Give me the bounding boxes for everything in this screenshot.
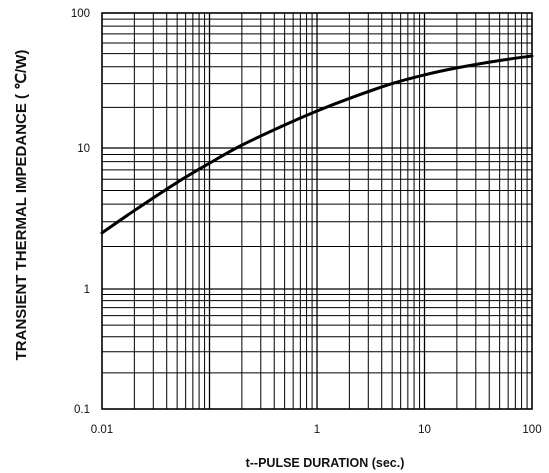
x-tick-label: 1 <box>314 424 320 436</box>
x-tick-labels: 0.01 1 10 100 <box>91 424 542 436</box>
x-tick-label: 10 <box>418 424 431 436</box>
grid <box>102 13 532 409</box>
y-tick-label: 100 <box>71 8 90 20</box>
y-tick-label: 10 <box>77 143 90 155</box>
y-tick-label: 1 <box>84 284 90 296</box>
series-group <box>100 54 534 235</box>
y-axis-label: TRANSIENT THERMAL IMPEDANCE ( ℃/W) <box>13 50 30 361</box>
plot-frame <box>101 12 533 410</box>
y-tick-label: 0.1 <box>74 404 90 416</box>
x-tick-label: 0.01 <box>91 424 113 436</box>
x-axis-label: t--PULSE DURATION (sec.) <box>246 456 405 470</box>
x-tick-label: 100 <box>522 424 541 436</box>
y-tick-labels: 0.1 1 10 100 <box>71 8 90 416</box>
series-line <box>100 54 534 235</box>
